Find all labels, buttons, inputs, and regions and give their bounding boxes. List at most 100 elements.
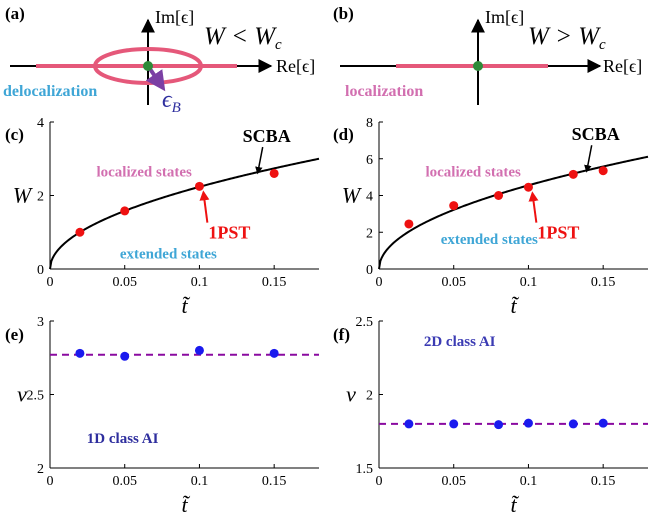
data-point bbox=[523, 182, 533, 192]
scba-label: SCBA bbox=[243, 126, 291, 146]
y-axis-label: W bbox=[342, 183, 362, 208]
im-axis-label: Im[ϵ] bbox=[155, 7, 194, 27]
re-axis-label: Re[ϵ] bbox=[603, 56, 642, 76]
panel-c-chart: (c) 0 0.05 0.1 0.15 0 2 4 t̃ W SCBA 1PST localized s… bbox=[5, 116, 320, 318]
data-point bbox=[598, 418, 608, 428]
data-point bbox=[449, 419, 459, 429]
y-tick-label: 6 bbox=[366, 153, 373, 168]
delocalization-label: delocalization bbox=[3, 83, 97, 100]
x-tick-label: 0.15 bbox=[591, 275, 616, 290]
x-tick-label: 0 bbox=[47, 275, 54, 290]
x-tick-label: 0.1 bbox=[191, 474, 209, 489]
panel-f-chart: (f) 0 0.05 0.1 0.15 1.5 2 2.5 t̃ ν 2D class AI bbox=[333, 315, 648, 517]
x-tick-label: 0 bbox=[47, 474, 54, 489]
scba-pointer bbox=[255, 146, 264, 175]
data-point bbox=[120, 206, 130, 216]
data-point bbox=[404, 419, 414, 429]
x-axis-label: t̃ bbox=[181, 492, 190, 517]
origin-point bbox=[473, 61, 483, 71]
data-point bbox=[494, 191, 504, 200]
y-tick-label: 2 bbox=[366, 226, 373, 241]
y-tick-label: 2.5 bbox=[27, 389, 45, 404]
condition-main: W > W bbox=[528, 23, 601, 50]
panel-b-label: (b) bbox=[333, 4, 354, 23]
eB-main: ϵ bbox=[162, 87, 173, 113]
x-tick-label: 0.1 bbox=[191, 275, 209, 290]
y-tick-label: 2 bbox=[37, 462, 44, 477]
pst-pointer bbox=[528, 191, 539, 223]
x-tick-label: 0.05 bbox=[112, 275, 137, 290]
annotation-label: localized states bbox=[425, 164, 521, 180]
data-point bbox=[598, 166, 608, 176]
y-tick-label: 2 bbox=[366, 389, 373, 404]
scba-curve bbox=[49, 157, 320, 270]
x-tick-label: 0 bbox=[376, 474, 383, 489]
panel-d-chart: (d) 0 0.05 0.1 0.15 0 2 4 6 8 t̃ W SCBA 1PST localized… bbox=[333, 116, 649, 318]
panel-label: (c) bbox=[5, 125, 24, 144]
data-point bbox=[404, 219, 414, 229]
annotation-label: 2D class AI bbox=[424, 334, 496, 350]
x-tick-label: 0.05 bbox=[441, 474, 466, 489]
eB-label: ϵB bbox=[162, 87, 181, 116]
condition-text: W > Wc bbox=[528, 23, 606, 53]
pst-pointer bbox=[199, 190, 210, 223]
annotation-label: extended states bbox=[441, 232, 538, 248]
data-point bbox=[269, 168, 279, 178]
scba-label: SCBA bbox=[572, 124, 620, 144]
panel-e-chart: (e) 0 0.05 0.1 0.15 2 2.5 3 t̃ ν 1D class AI bbox=[5, 315, 319, 517]
x-axis-label: t̃ bbox=[510, 293, 519, 318]
x-axis-label: t̃ bbox=[510, 492, 519, 517]
data-point bbox=[75, 227, 85, 237]
data-point bbox=[568, 169, 578, 179]
panel-label: (d) bbox=[333, 125, 354, 144]
y-tick-label: 0 bbox=[37, 263, 44, 278]
annotation-label: localized states bbox=[96, 164, 192, 180]
pst-label: 1PST bbox=[537, 223, 579, 243]
y-axis-label: W bbox=[13, 183, 33, 208]
scba-pointer bbox=[584, 145, 593, 173]
annotation-label: extended states bbox=[120, 247, 217, 263]
x-tick-label: 0.05 bbox=[112, 474, 137, 489]
x-axis-label: t̃ bbox=[181, 293, 190, 318]
condition-text: W < Wc bbox=[204, 23, 282, 53]
panel-b: (b) Im[ϵ] Re[ϵ] W > Wc localization bbox=[333, 4, 642, 105]
panel-label: (e) bbox=[5, 325, 24, 344]
y-axis-label: ν bbox=[17, 382, 27, 407]
panel-label: (f) bbox=[333, 325, 350, 344]
origin-point bbox=[143, 61, 153, 71]
x-tick-label: 0.1 bbox=[520, 275, 538, 290]
panel-a-label: (a) bbox=[5, 4, 25, 23]
panel-a: (a) Im[ϵ] Re[ϵ] W < Wc delocalization ϵB bbox=[3, 4, 315, 116]
x-tick-label: 0.15 bbox=[262, 474, 287, 489]
im-axis-label: Im[ϵ] bbox=[485, 7, 524, 27]
y-tick-label: 0 bbox=[366, 263, 373, 278]
localization-label: localization bbox=[345, 83, 423, 100]
y-tick-label: 3 bbox=[37, 315, 44, 330]
y-tick-label: 4 bbox=[37, 116, 44, 131]
y-axis-label: ν bbox=[346, 382, 356, 407]
data-point bbox=[194, 345, 204, 355]
x-tick-label: 0.1 bbox=[520, 474, 538, 489]
condition-main: W < W bbox=[204, 23, 277, 50]
eB-sub: B bbox=[172, 100, 181, 116]
y-tick-label: 2 bbox=[37, 190, 44, 205]
annotation-label: 1D class AI bbox=[87, 431, 159, 447]
re-axis-label: Re[ϵ] bbox=[276, 56, 315, 76]
data-point bbox=[494, 420, 504, 430]
data-point bbox=[194, 181, 204, 191]
x-tick-label: 0 bbox=[376, 275, 383, 290]
condition-sub: c bbox=[275, 37, 282, 53]
data-point bbox=[120, 351, 130, 361]
data-point bbox=[523, 418, 533, 428]
pst-label: 1PST bbox=[208, 223, 250, 243]
y-tick-label: 8 bbox=[366, 116, 373, 131]
condition-sub: c bbox=[599, 37, 606, 53]
x-tick-label: 0.05 bbox=[441, 275, 466, 290]
data-point bbox=[269, 348, 279, 358]
y-tick-label: 4 bbox=[366, 190, 373, 205]
x-tick-label: 0.15 bbox=[591, 474, 616, 489]
x-tick-label: 0.15 bbox=[262, 275, 287, 290]
y-tick-label: 1.5 bbox=[356, 462, 374, 477]
data-point bbox=[75, 348, 85, 358]
